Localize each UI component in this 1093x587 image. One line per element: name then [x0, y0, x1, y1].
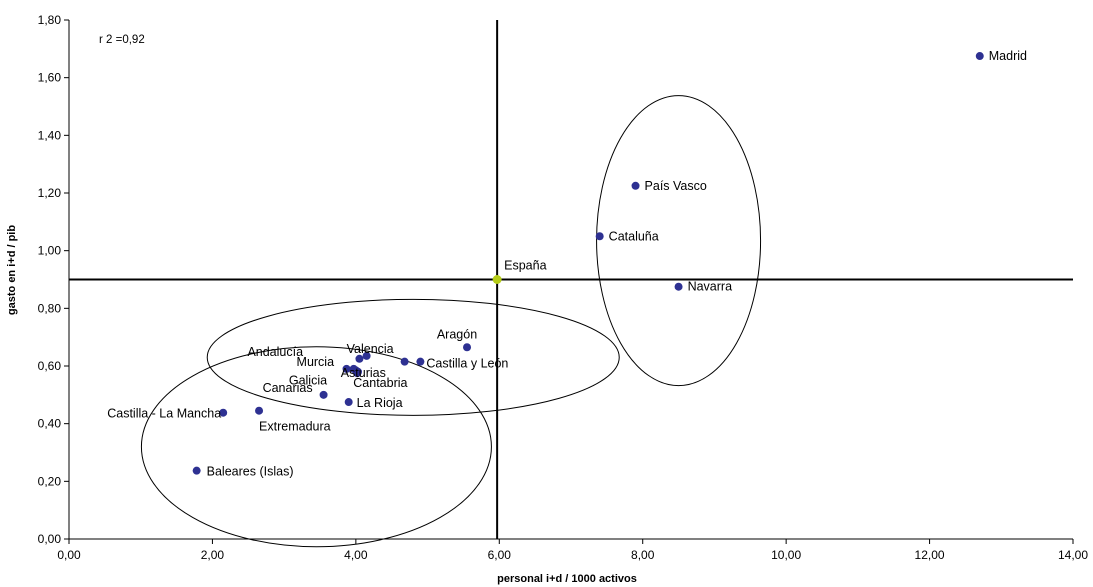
y-tick-label: 0,60 — [38, 359, 62, 373]
x-tick-label: 2,00 — [201, 548, 225, 562]
data-point — [674, 282, 683, 291]
r-squared-annotation: r 2 =0,92 — [99, 34, 145, 46]
x-axis-title: personal i+d / 1000 activos — [497, 573, 637, 585]
point-label: Galicia — [289, 373, 327, 387]
point-label: Aragón — [437, 327, 477, 341]
x-tick-label: 0,00 — [57, 548, 81, 562]
group-ellipse — [140, 346, 492, 548]
point-label: La Rioja — [357, 396, 403, 410]
y-tick-label: 1,60 — [38, 71, 62, 85]
y-tick-label: 1,80 — [38, 13, 62, 27]
data-point — [342, 364, 351, 373]
data-point — [344, 398, 353, 407]
x-tick-label: 8,00 — [631, 548, 655, 562]
data-point — [319, 390, 328, 399]
point-label: Navarra — [688, 280, 733, 294]
point-label: Cataluña — [609, 229, 659, 243]
y-tick-label: 1,00 — [38, 244, 62, 258]
point-label: Madrid — [989, 49, 1027, 63]
x-tick-label: 14,00 — [1058, 548, 1088, 562]
x-tick-label: 12,00 — [915, 548, 945, 562]
point-label: País Vasco — [645, 179, 707, 193]
y-tick-label: 0,40 — [38, 417, 62, 431]
point-labels: Madrid País Vasco Cataluña Navarra Aragón Val… — [107, 49, 1027, 479]
group-ellipse — [206, 298, 620, 416]
y-tick-label: 0,00 — [38, 532, 62, 546]
point-label: Extremadura — [259, 420, 331, 434]
x-tick-label: 6,00 — [488, 548, 512, 562]
x-tick-label: 4,00 — [344, 548, 368, 562]
y-tick-label: 1,40 — [38, 128, 62, 142]
data-point — [219, 408, 228, 417]
point-label: Valencia — [347, 342, 394, 356]
point-label: Baleares (Islas) — [207, 465, 294, 479]
data-point — [353, 369, 362, 378]
group-ellipses — [140, 95, 762, 548]
reference-point-label: España — [504, 259, 546, 273]
data-point — [255, 406, 264, 415]
data-point — [975, 52, 984, 61]
data-point — [631, 181, 640, 190]
data-point — [192, 466, 201, 475]
data-point — [595, 232, 604, 241]
y-axis-title: gasto en i+d / pib — [6, 225, 18, 315]
data-point — [416, 357, 425, 366]
point-label: Murcia — [297, 355, 335, 369]
data-point — [463, 343, 472, 352]
data-point — [400, 357, 409, 366]
y-tick-label: 0,80 — [38, 301, 62, 315]
data-points — [192, 52, 984, 475]
point-label: Cantabria — [353, 376, 407, 390]
y-tick-label: 0,20 — [38, 474, 62, 488]
x-tick-label: 10,00 — [771, 548, 801, 562]
y-axis-ticks: 0,00 0,20 0,40 0,60 0,80 1,00 1,20 1,40 1,60 1,80 — [38, 13, 69, 546]
point-label: Castilla y León — [426, 357, 508, 371]
group-ellipse — [596, 95, 762, 387]
reference-point — [492, 275, 502, 284]
point-label: Asturias — [341, 366, 386, 380]
x-axis-ticks: 0,00 2,00 4,00 6,00 8,00 10,00 12,00 14,00 — [57, 539, 1088, 562]
point-label: Castilla - La Mancha — [107, 407, 221, 421]
reference-lines — [69, 20, 1073, 539]
point-label: Canarias — [263, 381, 313, 395]
point-label: Andalucía — [247, 345, 303, 359]
y-tick-label: 1,20 — [38, 186, 62, 200]
data-point — [362, 351, 371, 360]
data-point — [355, 354, 364, 363]
